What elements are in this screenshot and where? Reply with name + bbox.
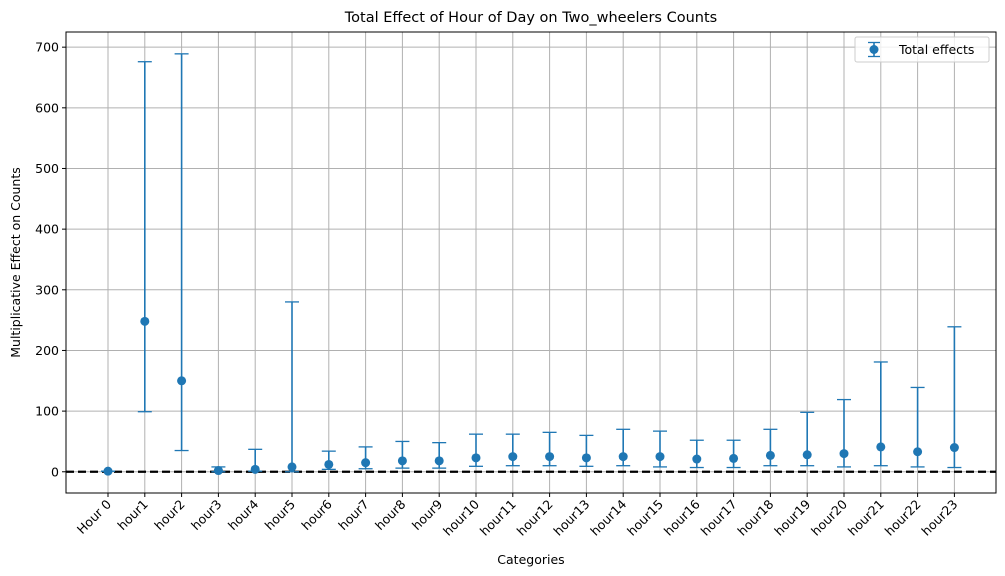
data-point [508,452,518,462]
data-point [876,442,886,452]
data-point [140,316,150,326]
data-point [692,454,702,464]
data-point [839,449,849,459]
data-point [324,459,334,469]
y-tick-label: 700 [35,40,59,55]
legend-marker [869,45,879,54]
data-point [581,453,591,463]
y-axis: 0 100 200 300 400 500 600 700 [35,40,66,479]
y-tick-label: 600 [35,100,59,115]
data-point [949,443,959,453]
y-tick-label: 400 [35,222,59,237]
y-tick-label: 300 [35,282,59,297]
data-point [250,464,260,474]
y-tick-label: 0 [51,464,59,479]
data-point [103,466,113,476]
data-point [434,456,444,466]
plot-frame [65,31,997,494]
data-point [545,452,555,462]
chart-title: Total Effect of Hour of Day on Two_wheel… [344,10,717,26]
data-point [361,458,371,468]
y-tick-label: 500 [35,161,59,176]
data-point [913,447,923,457]
y-axis-label: Multiplicative Effect on Counts [8,167,23,358]
series-group [101,53,962,476]
data-point [177,376,187,386]
data-point [397,456,407,466]
data-point [765,450,775,460]
data-point [471,453,481,463]
x-axis-label: Categories [497,552,564,567]
data-point [287,462,297,472]
data-point [213,466,223,476]
legend-label: Total effects [898,42,974,57]
data-point [729,453,739,463]
legend-box [854,36,990,63]
y-tick-label: 100 [35,404,59,419]
y-tick-label: 200 [35,343,59,358]
data-point [655,452,665,462]
data-point [802,450,812,460]
data-point [618,452,628,462]
legend: Total effects [854,36,990,63]
